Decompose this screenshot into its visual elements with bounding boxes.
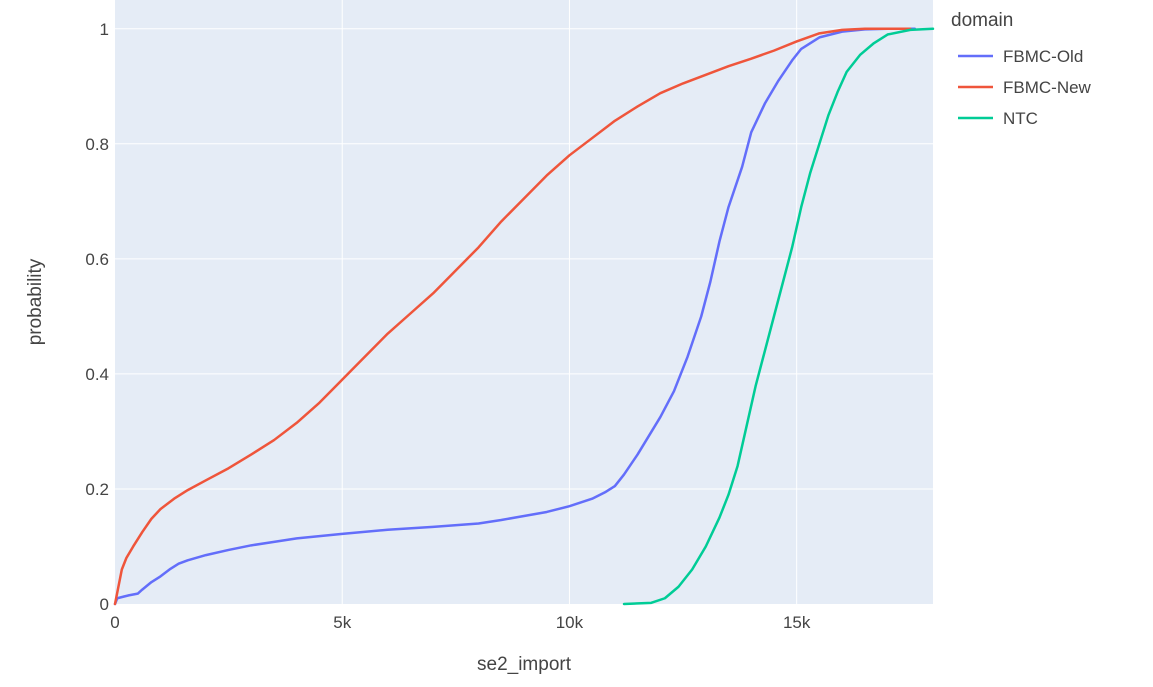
y-tick-labels: 0 0.2 0.4 0.6 0.8 1 [85, 20, 109, 614]
series-lines [113, 27, 935, 606]
y-tick-label: 0.6 [85, 250, 109, 269]
x-tick-label: 15k [783, 613, 811, 632]
plot-background [115, 0, 933, 604]
legend-label: FBMC-Old [1003, 47, 1083, 66]
legend-title: domain [951, 10, 1013, 31]
legend: domain FBMC-Old FBMC-New NTC [951, 10, 1092, 128]
series-line-ntc [622, 27, 935, 606]
x-gridlines [341, 0, 798, 604]
legend-label: NTC [1003, 109, 1038, 128]
legend-item-ntc[interactable]: NTC [958, 109, 1038, 128]
legend-item-fbmc-new[interactable]: FBMC-New [958, 78, 1092, 97]
y-tick-label: 0 [100, 595, 109, 614]
y-tick-label: 0.2 [85, 480, 109, 499]
x-tick-label: 0 [110, 613, 119, 632]
legend-item-fbmc-old[interactable]: FBMC-Old [958, 47, 1083, 66]
y-gridlines [115, 28, 933, 490]
legend-items: FBMC-Old FBMC-New NTC [958, 47, 1092, 128]
legend-label: FBMC-New [1003, 78, 1092, 97]
y-tick-label: 1 [100, 20, 109, 39]
y-axis-title: probability [25, 258, 46, 345]
x-tick-label: 10k [556, 613, 584, 632]
x-tick-label: 5k [333, 613, 351, 632]
series-line-fbmc-new [113, 27, 912, 606]
series-line-fbmc-old [113, 27, 917, 606]
x-tick-labels: 0 5k 10k 15k [110, 613, 811, 632]
x-axis-title: se2_import [477, 654, 572, 675]
y-tick-label: 0.8 [85, 135, 109, 154]
y-tick-label: 0.4 [85, 365, 109, 384]
